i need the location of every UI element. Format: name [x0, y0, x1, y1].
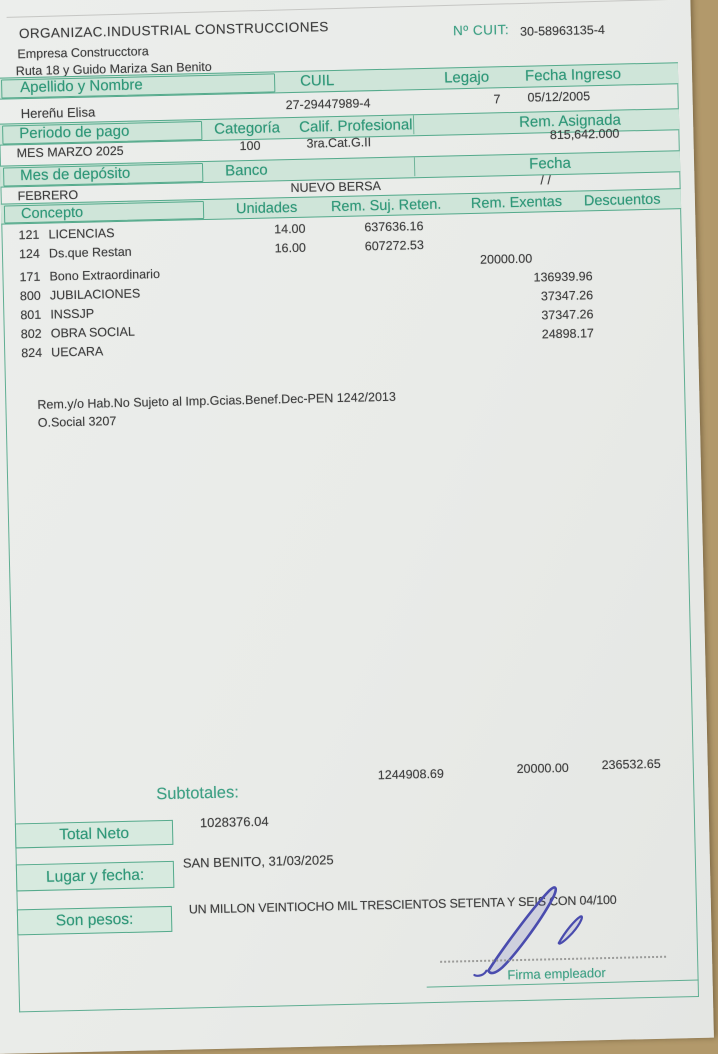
- concept-descuento: 37347.26: [541, 307, 594, 323]
- concept-rem-exentas: 20000.00: [479, 251, 533, 267]
- concept-label: INSSJP: [50, 306, 95, 322]
- concepto-header: Concepto: [20, 204, 84, 223]
- cuil-label: CUIL: [299, 72, 335, 90]
- firma-empleador-label: Firma empleador: [507, 965, 606, 983]
- concept-code: 824: [21, 345, 43, 361]
- lugar-fecha-label-box: Lugar y fecha:: [15, 860, 175, 892]
- descuentos-header: Descuentos: [583, 191, 661, 210]
- legajo-label: Legajo: [443, 68, 490, 87]
- son-pesos-label: Son pesos:: [55, 910, 134, 930]
- banco-label: Banco: [224, 161, 268, 180]
- payslip-sheet: ORGANIZAC.INDUSTRIAL CONSTRUCCIONES Empr…: [0, 0, 700, 1013]
- concept-code: 171: [19, 269, 41, 285]
- legajo-value: 7: [493, 92, 501, 107]
- fecha-ingreso-label: Fecha Ingreso: [524, 65, 622, 85]
- mes-deposito-label: Mes de depósito: [20, 164, 131, 185]
- cuit-value: 30-58963135-4: [519, 22, 605, 39]
- rem-exentas-header: Rem. Exentas: [470, 193, 563, 212]
- categoria-value: 100: [239, 138, 261, 154]
- lugar-fecha-label: Lugar y fecha:: [45, 866, 145, 886]
- periodo-label: Periodo de pago: [19, 122, 130, 143]
- band3-divider: [413, 157, 416, 177]
- calif-label: Calif. Profesional: [298, 116, 413, 136]
- band2-divider: [412, 115, 415, 135]
- cuil-value: 27-29447989-4: [285, 96, 371, 113]
- rem-suj-header: Rem. Suj. Reten.: [330, 196, 442, 216]
- fecha-ingreso-value: 05/12/2005: [527, 89, 591, 105]
- name-label: Apellido y Nombre: [20, 76, 143, 97]
- concept-label: OBRA SOCIAL: [50, 324, 135, 341]
- concept-label: UECARA: [51, 344, 104, 360]
- mes-deposito-value: FEBRERO: [17, 187, 79, 204]
- concept-label: LICENCIAS: [48, 226, 115, 242]
- concept-code: 121: [18, 227, 40, 243]
- banco-value: NUEVO BERSA: [290, 178, 381, 196]
- concept-label: JUBILACIONES: [49, 286, 141, 303]
- paper-fold-line: [6, 0, 679, 18]
- calif-value: 3ra.Cat.G.II: [306, 135, 372, 151]
- concept-code: 802: [20, 326, 42, 342]
- rem-asignada-value: 815,642.000: [549, 126, 620, 143]
- concept-code: 801: [20, 307, 42, 323]
- concept-code: 800: [19, 288, 41, 304]
- concept-label: Ds.que Restan: [48, 244, 132, 261]
- concept-rem-suj: 637636.16: [364, 219, 424, 235]
- concept-rem-suj: 607272.53: [364, 238, 425, 254]
- concept-unidades: 14.00: [274, 221, 306, 237]
- concept-label: Bono Extraordinario: [49, 267, 161, 284]
- concept-descuento: 136939.96: [533, 269, 593, 285]
- total-neto-label: Total Neto: [59, 824, 130, 844]
- subtotal-rem-exentas: 20000.00: [516, 760, 569, 777]
- categoria-label: Categoría: [214, 119, 281, 138]
- company-type: Empresa Construcctora: [17, 44, 149, 62]
- concept-unidades: 16.00: [274, 240, 307, 256]
- subtotales-label: Subtotales:: [156, 783, 240, 804]
- signature-icon: [473, 886, 583, 977]
- concept-descuento: 37347.26: [540, 288, 594, 304]
- total-neto-label-box: Total Neto: [14, 819, 174, 849]
- company-name: ORGANIZAC.INDUSTRIAL CONSTRUCCIONES: [18, 19, 329, 42]
- total-neto-value: 1028376.04: [199, 813, 269, 831]
- subtotal-rem-suj: 1244908.69: [377, 766, 445, 783]
- son-pesos-label-box: Son pesos:: [16, 905, 173, 936]
- subtotal-descuentos: 236532.65: [601, 756, 661, 773]
- fecha-value: / /: [540, 173, 552, 188]
- cuit-label: Nº CUIT:: [452, 22, 510, 39]
- employee-name-value: Hereñu Elisa: [20, 104, 96, 122]
- unidades-header: Unidades: [235, 199, 298, 218]
- periodo-value: MES MARZO 2025: [16, 143, 124, 161]
- concept-descuento: 24898.17: [541, 326, 595, 342]
- note-osocial: O.Social 3207: [37, 414, 117, 430]
- concept-code: 124: [18, 246, 40, 262]
